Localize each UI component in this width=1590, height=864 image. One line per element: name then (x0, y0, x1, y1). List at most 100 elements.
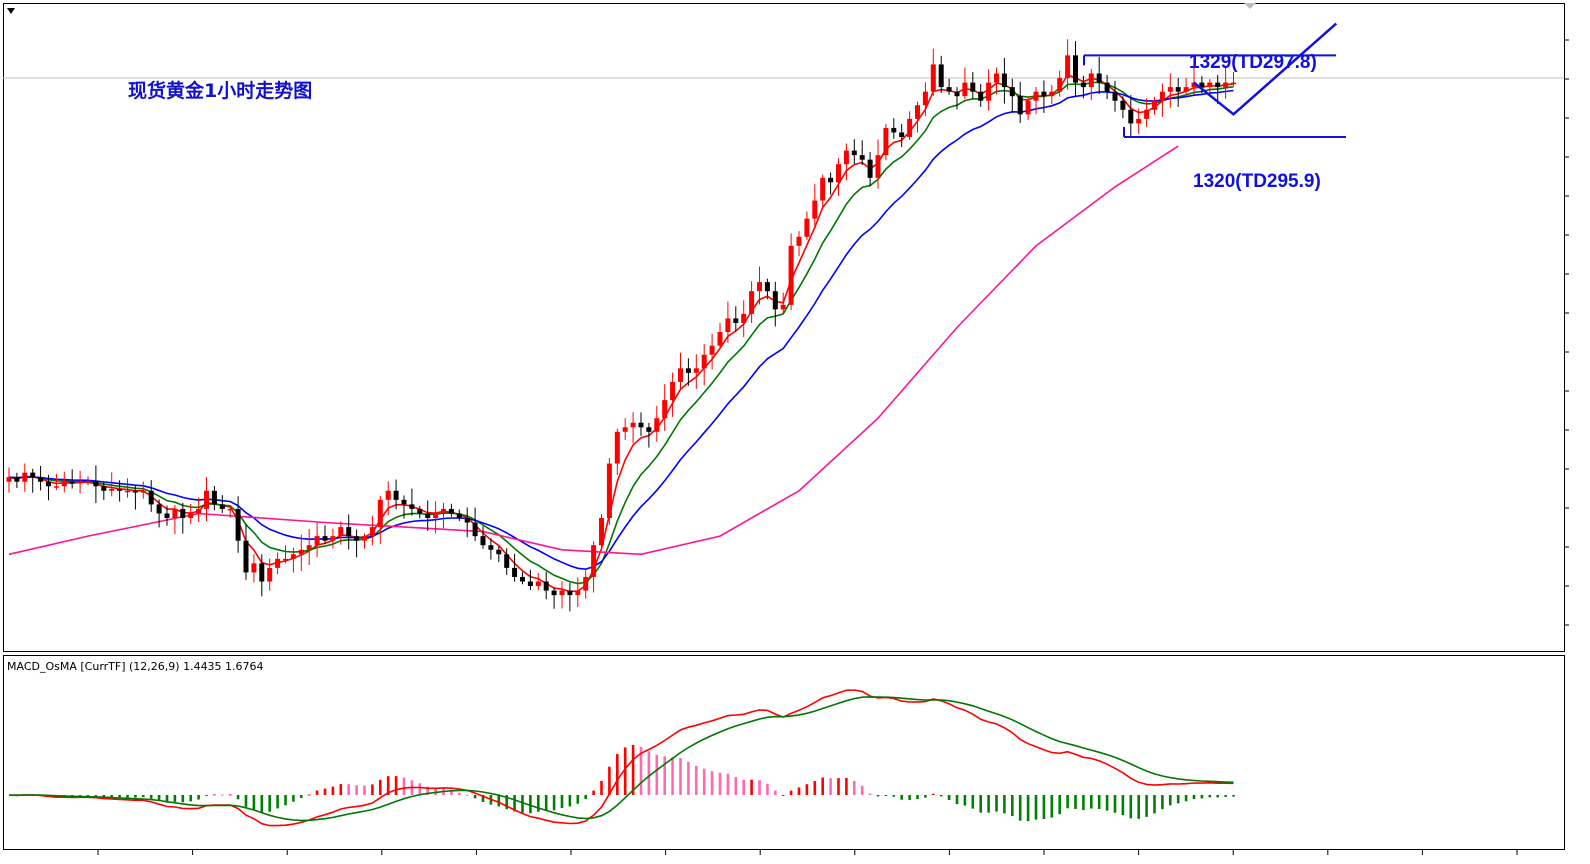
projection-line (1193, 22, 1338, 116)
candle-body (180, 508, 186, 518)
candle-body (306, 545, 312, 550)
candle-body (1144, 109, 1150, 119)
candle-body (638, 422, 644, 428)
macd-histogram-bar (505, 795, 508, 810)
candle-body (836, 164, 841, 183)
candle-body (1191, 82, 1197, 88)
candle-body (369, 527, 375, 537)
candle-body (1104, 82, 1110, 92)
candle-body (1009, 87, 1015, 97)
macd-histogram-bar (671, 757, 674, 795)
candle-body (701, 354, 707, 369)
candle-body (954, 91, 960, 97)
candle-body (709, 345, 715, 355)
macd-histogram-bar (252, 795, 256, 810)
candle-body (1120, 100, 1126, 110)
candle-body (1167, 87, 1173, 92)
candle-body (1215, 82, 1221, 88)
macd-histogram-bar (331, 786, 335, 795)
macd-histogram-bar (181, 795, 185, 803)
candle-body (6, 477, 12, 482)
triangle-down-icon[interactable] (7, 8, 15, 14)
candle-body (504, 554, 510, 568)
macd-histogram-bar (544, 795, 548, 812)
macd-histogram-bar (1058, 795, 1061, 815)
candle-body (77, 481, 83, 484)
macd-histogram-bar (292, 795, 295, 802)
candle-body (425, 513, 431, 518)
candle-body (61, 481, 67, 487)
macd-histogram-bar (979, 795, 982, 813)
candle-body (259, 563, 265, 582)
macd-histogram-bar (1034, 795, 1038, 820)
macd-histogram-bar (473, 795, 477, 799)
macd-histogram-bar (1113, 795, 1117, 813)
candle-body (1065, 55, 1071, 79)
macd-histogram-bar (1176, 795, 1180, 804)
macd-histogram-bar (750, 779, 753, 795)
candle-body (472, 522, 478, 537)
candle-body (693, 368, 699, 373)
macd-histogram-bar (537, 795, 540, 812)
candle-body (875, 155, 881, 178)
candle-body (654, 418, 660, 432)
candle-body (946, 87, 952, 92)
macd-histogram-bar (639, 746, 643, 795)
candle-body (891, 127, 897, 133)
candle-body (417, 508, 423, 514)
candle-body (1080, 82, 1086, 88)
candle-body (1152, 100, 1157, 110)
macd-histogram-bar (213, 794, 216, 796)
candle-body (480, 536, 486, 546)
candle-body (243, 540, 249, 573)
macd-histogram-bar (1003, 795, 1006, 814)
candle-body (338, 527, 344, 537)
candle-body (354, 536, 360, 541)
macd-histogram-bar (363, 785, 366, 795)
candle-body (393, 490, 399, 500)
candle-body (843, 150, 849, 165)
macd-histogram-bar (307, 794, 311, 796)
candle-body (622, 427, 628, 432)
candle-body (938, 64, 944, 88)
macd-histogram-bar (955, 795, 959, 805)
candle-body (1207, 82, 1213, 88)
macd-histogram-bar (157, 795, 161, 802)
macd-histogram-bar (1011, 795, 1014, 817)
macd-histogram-bar (987, 795, 990, 813)
macd-histogram-bar (1200, 795, 1204, 799)
candle-body (1049, 91, 1055, 97)
candle-body (1041, 91, 1047, 97)
macd-histogram-bar (758, 780, 761, 795)
macd-histogram-bar (323, 788, 327, 795)
candle-body (148, 490, 154, 505)
candle-body (606, 463, 612, 518)
candle-body (401, 499, 407, 505)
macd-histogram-bar (149, 795, 153, 799)
chart-title: 现货黄金1小时走势图 (128, 79, 312, 102)
macd-histogram-bar (781, 795, 785, 796)
macd-histogram-bar (458, 792, 461, 795)
candle-body (164, 513, 170, 518)
macd-histogram-bar (1026, 795, 1030, 822)
macd-histogram-bar (142, 795, 145, 798)
candle-body (614, 431, 620, 464)
macd-histogram-bar (173, 795, 177, 802)
support-label: 1320(TD295.9) (1193, 171, 1321, 192)
candle-body (196, 508, 202, 514)
candle-body (38, 477, 44, 482)
macd-histogram-bar (584, 795, 587, 800)
candle-body (448, 508, 454, 514)
macd-histogram-bar (205, 795, 208, 796)
candle-body (1057, 78, 1063, 92)
macd-histogram-bar (679, 757, 682, 795)
macd-histogram-bar (1145, 795, 1148, 817)
macd-histogram-bar (971, 795, 975, 809)
candle-body (899, 132, 905, 137)
candle-body (883, 127, 889, 156)
macd-histogram-bar (742, 779, 745, 795)
macd-histogram-bar (821, 777, 824, 795)
macd-histogram-bar (876, 795, 880, 797)
macd-histogram-bar (845, 778, 848, 795)
candle-body (140, 490, 146, 493)
